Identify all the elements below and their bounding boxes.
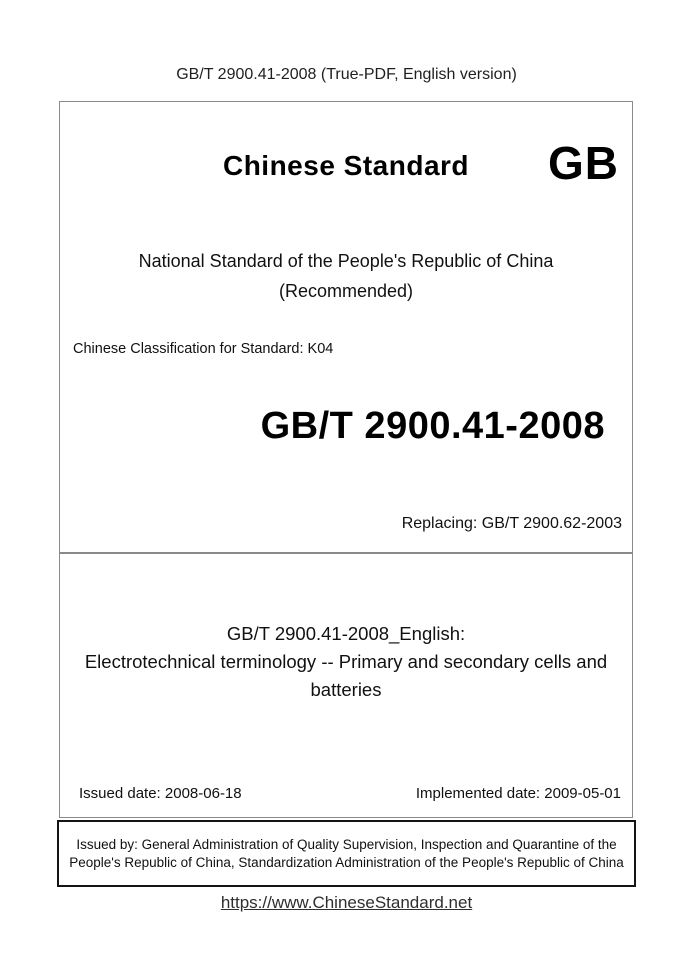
english-title-text: Electrotechnical terminology -- Primary …	[84, 651, 608, 700]
footer-link[interactable]: https://www.ChineseStandard.net	[220, 893, 473, 912]
issuer-text: Issued by: General Administration of Qua…	[69, 836, 624, 870]
cover-box: Chinese Standard GB National Standard of…	[59, 101, 633, 553]
implemented-date: Implemented date: 2009-05-01	[415, 785, 621, 802]
classification-code: Chinese Classification for Standard: K04	[73, 341, 334, 357]
dates-row: Issued date: 2008-06-18 Implemented date…	[60, 785, 632, 802]
brand-title: Chinese Standard	[222, 150, 470, 181]
english-title-block: GB/T 2900.41-2008_English: Electrotechni…	[76, 620, 616, 704]
issued-date: Issued date: 2008-06-18	[79, 785, 242, 802]
page-footer: https://www.ChineseStandard.net	[0, 893, 693, 913]
recommended-line: (Recommended)	[278, 281, 414, 301]
national-standard-line: National Standard of the People's Republ…	[138, 251, 554, 271]
page-header: GB/T 2900.41-2008 (True-PDF, English ver…	[176, 66, 517, 83]
english-title-label: GB/T 2900.41-2008_English:	[226, 623, 466, 644]
title-box: GB/T 2900.41-2008_English: Electrotechni…	[59, 553, 633, 818]
standard-number: GB/T 2900.41-2008	[260, 405, 605, 447]
issuer-box: Issued by: General Administration of Qua…	[57, 820, 636, 887]
gb-logo: GB	[548, 137, 619, 189]
replacing-note: Replacing: GB/T 2900.62-2003	[401, 515, 622, 532]
national-standard-block: National Standard of the People's Republ…	[60, 246, 632, 306]
